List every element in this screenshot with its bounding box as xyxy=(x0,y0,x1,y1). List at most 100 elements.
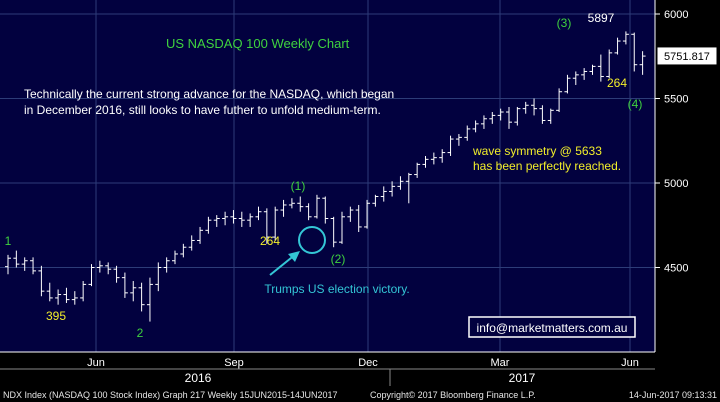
ohlc-bar xyxy=(80,281,87,302)
ohlc-bar xyxy=(305,203,312,221)
ohlc-bar xyxy=(564,74,571,94)
y-tick-label: 4500 xyxy=(664,263,688,275)
ohlc-bar xyxy=(163,257,170,273)
x-tick-label: Sep xyxy=(224,357,244,369)
ohlc-bar xyxy=(205,216,212,234)
ohlc-bar xyxy=(380,186,387,202)
footer-middle: Copyright© 2017 Bloomberg Finance L.P. xyxy=(370,390,536,400)
ohlc-bar xyxy=(489,112,496,124)
x-tick-label: Dec xyxy=(358,357,378,369)
ohlc-bar xyxy=(447,135,454,156)
ohlc-bar xyxy=(355,204,362,233)
ohlc-bar xyxy=(121,272,128,298)
ohlc-bar xyxy=(46,282,53,302)
wave-note-line: has been perfectly reached. xyxy=(473,159,621,173)
ohlc-bar xyxy=(631,32,638,72)
commentary-line: in December 2016, still looks to have fu… xyxy=(24,103,381,117)
ohlc-bar xyxy=(13,250,20,268)
ohlc-bar xyxy=(263,208,270,244)
year-label: 2017 xyxy=(509,371,536,385)
ohlc-bar xyxy=(455,133,462,146)
ohlc-bar xyxy=(589,64,596,75)
ohlc-bar xyxy=(55,289,62,305)
ohlc-bar xyxy=(639,51,646,75)
ohlc-bar xyxy=(30,257,37,275)
ohlc-bar xyxy=(213,215,220,227)
ohlc-bar xyxy=(364,199,371,229)
ohlc-bar xyxy=(480,115,487,129)
chart-labels: US NASDAQ 100 Weekly Chart Technically th… xyxy=(5,11,643,340)
axes: 4500 5000 5500 6000 Jun Sep Dec Mar Jun 2016 2017 5… xyxy=(0,0,718,386)
ohlc-bar xyxy=(497,108,504,121)
ohlc-bar xyxy=(389,181,396,197)
ohlc-bar xyxy=(288,198,295,209)
plot-area xyxy=(0,0,655,352)
ohlc-bar xyxy=(531,98,538,116)
commentary-line: Technically the current strong advance f… xyxy=(24,87,394,101)
website-box xyxy=(468,316,636,338)
wave-annotation: (3) xyxy=(557,16,572,30)
ohlc-bar xyxy=(614,37,621,55)
ohlc-bar xyxy=(138,282,145,312)
arrow-head xyxy=(288,251,300,262)
ohlc-bar xyxy=(255,206,262,221)
x-tick-label: Mar xyxy=(491,357,510,369)
ohlc-bar xyxy=(113,265,120,283)
ohlc-bar xyxy=(547,108,554,124)
highlight-circle xyxy=(298,226,326,254)
ohlc-bar xyxy=(21,257,28,271)
ohlc-bar xyxy=(130,281,137,302)
ohlc-bar xyxy=(272,206,279,241)
ohlc-bar xyxy=(506,106,512,129)
x-tick-label: Jun xyxy=(621,357,639,369)
footer-left: NDX Index (NASDAQ 100 Stock Index) Graph… xyxy=(3,390,338,400)
x-tick-label: Jun xyxy=(87,357,105,369)
ohlc-bar xyxy=(339,211,345,244)
ohlc-bar xyxy=(347,206,354,222)
ohlc-bar xyxy=(464,125,471,141)
last-price-label: 5751.817 xyxy=(664,51,710,63)
wave-annotation: 2 xyxy=(137,326,144,340)
y-tick-label: 5000 xyxy=(664,178,688,190)
ohlc-bar xyxy=(405,172,412,204)
ohlc-bar xyxy=(622,31,629,45)
ohlc-bar xyxy=(230,210,237,224)
ohlc-bar xyxy=(439,149,446,163)
ohlc-bar xyxy=(96,260,103,273)
chart-title: US NASDAQ 100 Weekly Chart xyxy=(166,36,350,51)
ohlc-bar xyxy=(397,176,404,190)
ohlc-bar xyxy=(238,211,245,227)
wave-annotation: 1 xyxy=(5,234,12,248)
ohlc-bar xyxy=(422,155,429,168)
ohlc-bar xyxy=(514,106,521,126)
ohlc-bar xyxy=(88,264,95,287)
wave-annotation: (1) xyxy=(291,179,306,193)
ohlc-bar xyxy=(247,213,254,227)
footer-bar xyxy=(0,386,720,402)
ohlc-bar xyxy=(297,196,304,212)
ohlc-bar xyxy=(414,162,421,178)
ohlc-bar xyxy=(472,120,479,133)
ohlc-bar xyxy=(539,105,546,124)
ohlc-bar xyxy=(172,250,178,265)
wave-annotation: 264 xyxy=(260,234,280,248)
ohlc-bar xyxy=(280,199,287,217)
ohlc-bar xyxy=(38,265,45,297)
ohlc-bar xyxy=(606,49,613,79)
ohlc-bar xyxy=(581,68,588,80)
y-tick-label: 6000 xyxy=(664,9,688,21)
website-label: info@marketmatters.com.au xyxy=(477,321,628,335)
year-label: 2016 xyxy=(185,371,212,385)
wave-note-line: wave symmetry @ 5633 xyxy=(472,144,602,158)
ohlc-bar xyxy=(597,54,604,82)
ohlc-bar xyxy=(522,101,529,114)
ohlc-bar xyxy=(322,196,329,224)
ohlc-bar xyxy=(146,277,153,322)
wave-annotation: 5897 xyxy=(588,11,615,25)
ohlc-bar xyxy=(197,226,204,244)
ohlc-bar xyxy=(5,254,11,275)
annotation-shapes xyxy=(269,226,636,338)
ohlc-bar xyxy=(71,291,78,305)
footer-right: 14-Jun-2017 09:13:31 xyxy=(629,390,717,400)
